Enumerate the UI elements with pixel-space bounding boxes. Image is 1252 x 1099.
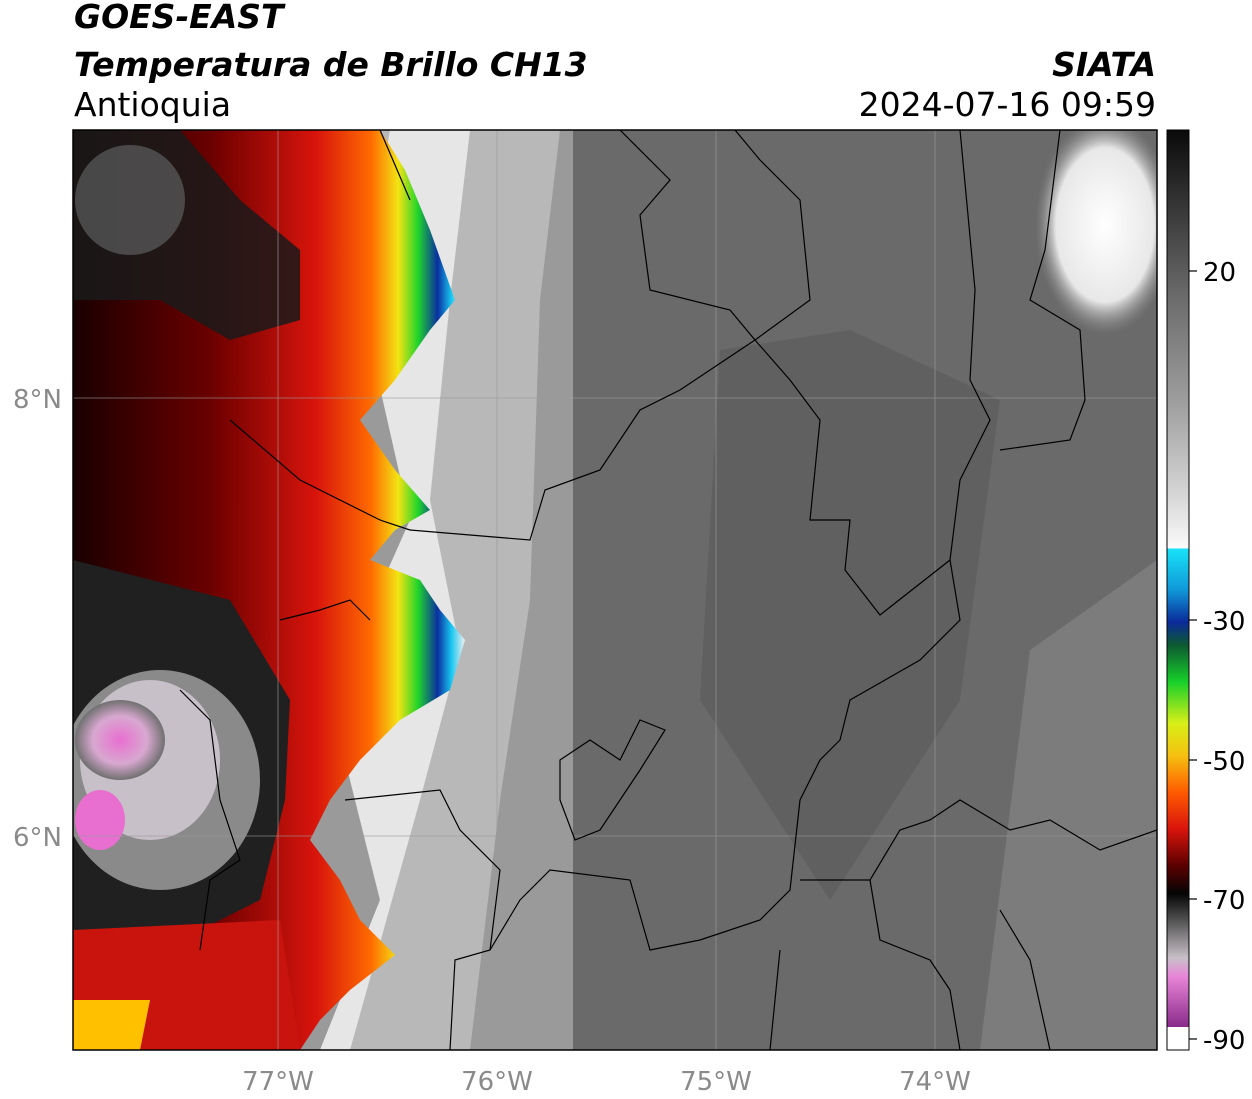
map-frame — [72, 129, 1158, 1051]
lat-tick-labels: 8°N 6°N — [13, 385, 62, 853]
lat-tick-8n: 8°N — [13, 385, 62, 415]
colorbar-tick-minus50: -50 — [1203, 747, 1245, 777]
colorbar-tick-minus30: -30 — [1203, 607, 1245, 637]
region-subtitle: Antioquia — [74, 85, 232, 124]
lat-tick-6n: 6°N — [13, 823, 62, 853]
lon-tick-75w: 75°W — [680, 1067, 752, 1097]
colorbar-tick-minus90: -90 — [1203, 1026, 1245, 1056]
product-title: Temperatura de Brillo CH13 — [74, 45, 588, 84]
map-imagery — [73, 130, 1157, 1050]
satellite-title: GOES-EAST — [74, 0, 284, 36]
gridlines — [73, 130, 1157, 1050]
lon-tick-labels: 77°W 76°W 75°W 74°W — [242, 1067, 971, 1097]
colorbar-tick-minus70: -70 — [1203, 886, 1245, 916]
lon-tick-76w: 76°W — [461, 1067, 533, 1097]
lon-tick-74w: 74°W — [899, 1067, 971, 1097]
colorbar-tick-20: 20 — [1203, 258, 1236, 288]
lon-tick-77w: 77°W — [242, 1067, 314, 1097]
timestamp-label: 2024-07-16 09:59 — [858, 85, 1156, 124]
colorbar: 20 -30 -50 -70 -90 — [1166, 129, 1245, 1056]
organization-label: SIATA — [1052, 45, 1156, 84]
colorbar-gradient — [1166, 129, 1190, 1051]
admin-borders — [179, 130, 1157, 1050]
